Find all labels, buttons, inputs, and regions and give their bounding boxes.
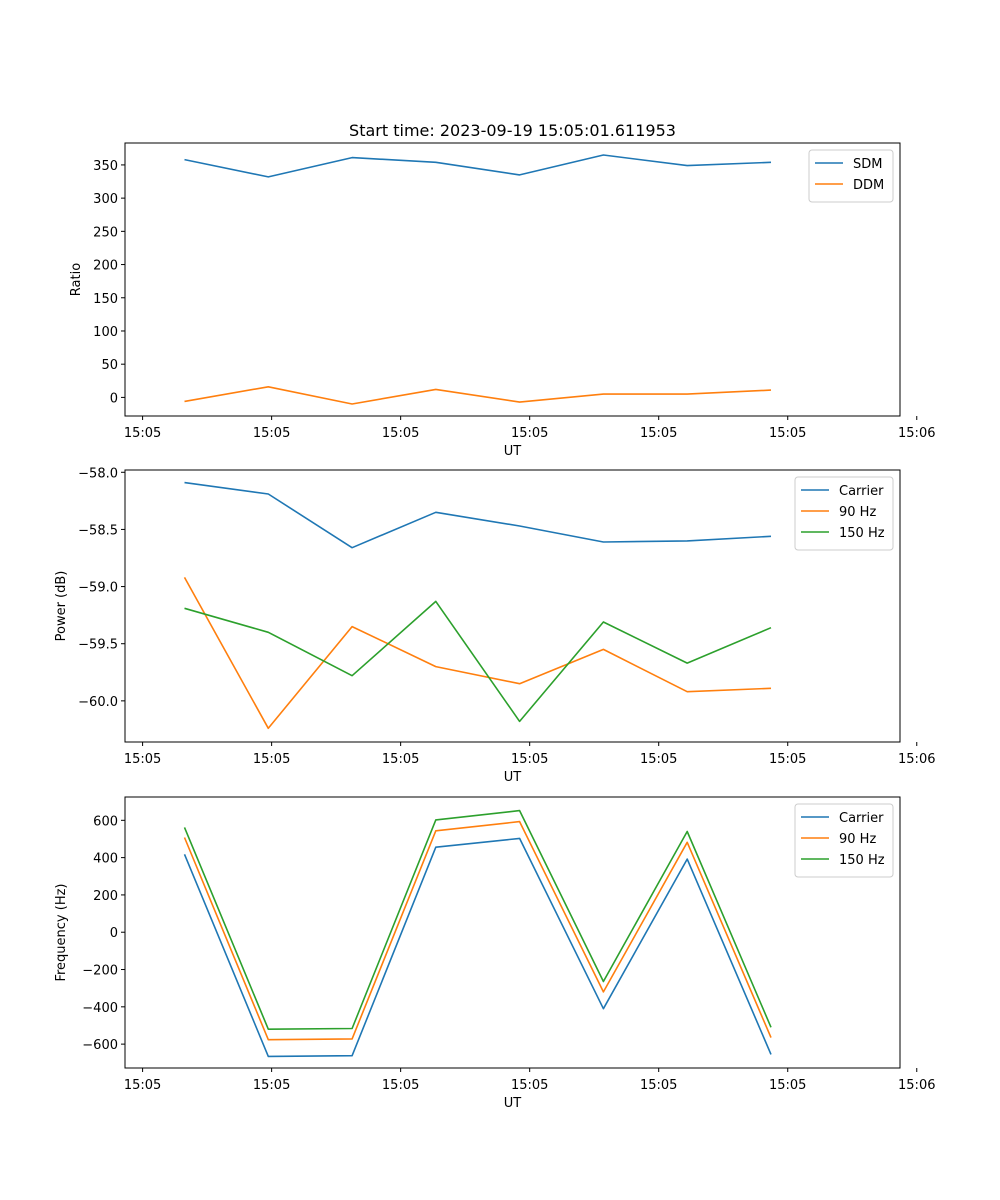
y-tick-label: 400 <box>93 852 118 867</box>
x-tick-label: 15:05 <box>769 752 806 767</box>
y-tick-label: 100 <box>93 325 118 340</box>
x-tick-label: 15:05 <box>124 426 161 441</box>
plot-frame <box>124 142 901 417</box>
legend-label: SDM <box>853 157 882 172</box>
subplot-2: 15:05 15:05 15:05 15:05 15:05 15:05 15:06 −58.0… <box>54 466 935 785</box>
subplot-3: 15:05 15:05 15:05 15:05 15:05 15:05 15:06 −600 −… <box>54 796 935 1111</box>
x-tick-label: 15:05 <box>769 426 806 441</box>
x-tick-label: 15:05 <box>124 1078 161 1093</box>
y-tick-label: 0 <box>110 391 118 406</box>
chart-title: Start time: 2023-09-19 15:05:01.611953 <box>349 121 676 140</box>
legend-label: DDM <box>853 178 884 193</box>
series-line-sdm <box>184 154 772 178</box>
legend-label: 90 Hz <box>839 505 876 520</box>
legend: Carrier 90 Hz 150 Hz <box>794 476 894 551</box>
x-tick-label: 15:06 <box>898 1078 935 1093</box>
x-axis-label: UT <box>504 1096 522 1111</box>
x-tick-label: 15:05 <box>253 426 290 441</box>
y-tick-label: 600 <box>93 814 118 829</box>
y-tick-label: −200 <box>82 964 118 979</box>
x-axis-label: UT <box>504 770 522 785</box>
y-axis-label: Ratio <box>69 263 84 296</box>
y-tick-label: −600 <box>82 1038 118 1053</box>
x-tick-label: 15:05 <box>511 426 548 441</box>
x-tick-label: 15:05 <box>253 752 290 767</box>
series-line-carrier <box>183 837 772 1058</box>
y-tick-label: 150 <box>93 292 118 307</box>
legend: Carrier 90 Hz 150 Hz <box>794 803 894 878</box>
series-line-ddm <box>184 385 772 405</box>
y-tick-label: −59.0 <box>78 581 118 596</box>
legend-label: 150 Hz <box>839 853 885 868</box>
legend-label: Carrier <box>839 811 884 826</box>
y-tick-label: 300 <box>93 192 118 207</box>
x-tick-label: 15:05 <box>640 752 677 767</box>
y-tick-label: 250 <box>93 225 118 240</box>
series-line-carrier <box>184 481 772 549</box>
y-tick-label: −58.5 <box>78 523 118 538</box>
y-tick-label: −58.0 <box>78 466 118 481</box>
y-tick-label: 0 <box>110 926 118 941</box>
x-tick-label: 15:05 <box>382 1078 419 1093</box>
series-line-150-hz <box>184 600 772 723</box>
series-line-150-hz <box>183 809 772 1030</box>
series-line-90-hz <box>183 820 772 1041</box>
x-tick-label: 15:05 <box>382 752 419 767</box>
y-tick-label: −59.5 <box>78 638 118 653</box>
legend-label: 150 Hz <box>839 526 885 541</box>
y-tick-label: 200 <box>93 259 118 274</box>
x-tick-label: 15:05 <box>382 426 419 441</box>
y-tick-label: 200 <box>93 889 118 904</box>
x-tick-label: 15:05 <box>511 1078 548 1093</box>
y-axis-label: Frequency (Hz) <box>54 883 69 981</box>
plot-frame <box>124 469 901 743</box>
x-tick-label: 15:06 <box>898 426 935 441</box>
legend: SDM DDM <box>808 149 894 203</box>
subplots: Start time: 2023-09-19 15:05:01.611953 15… <box>54 121 935 1111</box>
legend-label: Carrier <box>839 484 884 499</box>
x-tick-label: 15:05 <box>124 752 161 767</box>
x-tick-label: 15:05 <box>640 1078 677 1093</box>
x-axis-label: UT <box>504 444 522 459</box>
x-tick-label: 15:05 <box>640 426 677 441</box>
y-tick-label: −400 <box>82 1001 118 1016</box>
y-tick-label: −60.0 <box>78 695 118 710</box>
y-axis-label: Power (dB) <box>54 571 69 642</box>
x-tick-label: 15:05 <box>769 1078 806 1093</box>
x-tick-label: 15:05 <box>511 752 548 767</box>
x-tick-label: 15:05 <box>253 1078 290 1093</box>
y-tick-label: 350 <box>93 159 118 174</box>
y-tick-label: 50 <box>101 358 118 373</box>
series-line-90-hz <box>183 577 772 730</box>
x-tick-label: 15:06 <box>898 752 935 767</box>
legend-label: 90 Hz <box>839 832 876 847</box>
subplot-1: Start time: 2023-09-19 15:05:01.611953 15… <box>69 121 935 459</box>
